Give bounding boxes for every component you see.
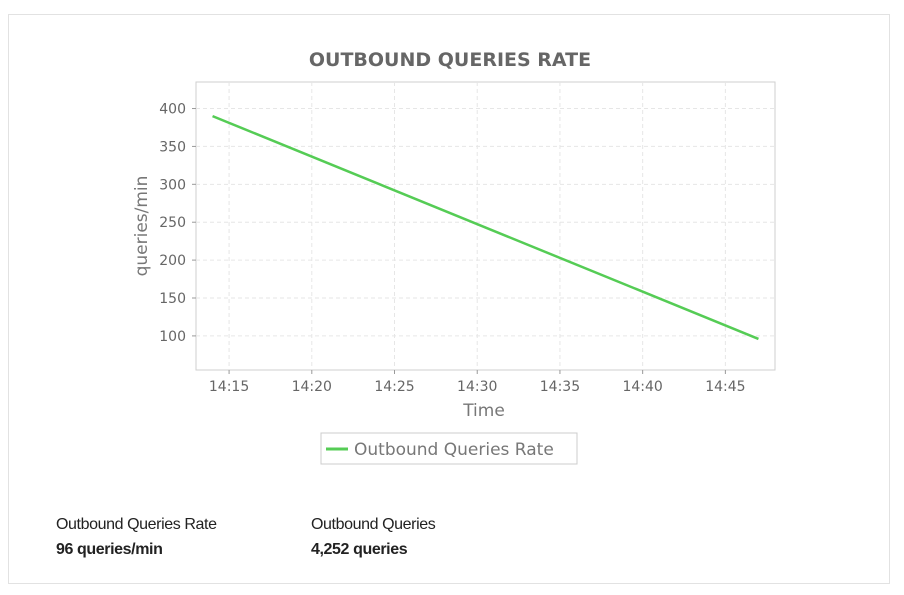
x-tick-label: 14:15 [209,379,249,395]
y-tick-label: 300 [159,177,186,193]
chart-title: OUTBOUND QUERIES RATE [309,49,591,71]
series-line [212,114,759,341]
x-tick-label: 14:30 [457,379,497,395]
x-tick-label: 14:35 [540,379,580,395]
axes: 100 150 200 250 300 350 400 14:15 14:20 14:25 14:3… [159,102,745,395]
outbound-queries-rate-chart: OUTBOUND QUERIES RATE 100 150 200 250 300 350… [132,49,776,465]
total-stat-value: 4,252 queries [311,541,408,558]
y-tick-label: 200 [159,253,186,269]
y-axis-label: queries/min [132,176,152,277]
series-layer [212,114,759,341]
x-tick-label: 14:25 [374,379,414,395]
y-tick-label: 150 [159,291,186,307]
legend: Outbound Queries Rate [320,432,578,465]
x-tick-label: 14:45 [705,379,745,395]
legend-label: Outbound Queries Rate [354,440,554,460]
x-tick-label: 14:40 [622,379,662,395]
x-tick-label: 14:20 [292,379,332,395]
y-tick-label: 400 [159,102,186,118]
y-tick-label: 350 [159,139,186,155]
total-stat-label: Outbound Queries [311,516,436,533]
y-tick-label: 250 [159,215,186,231]
x-axis-label: Time [462,401,505,421]
total-stat: Outbound Queries 4,252 queries [311,515,436,560]
rate-stat-label: Outbound Queries Rate [56,516,217,533]
y-tick-label: 100 [159,329,186,345]
rate-stat-value: 96 queries/min [56,541,163,558]
rate-stat: Outbound Queries Rate 96 queries/min [56,515,217,560]
plot-area [195,81,776,371]
legend-box [320,432,578,465]
grid-lines [196,82,775,370]
